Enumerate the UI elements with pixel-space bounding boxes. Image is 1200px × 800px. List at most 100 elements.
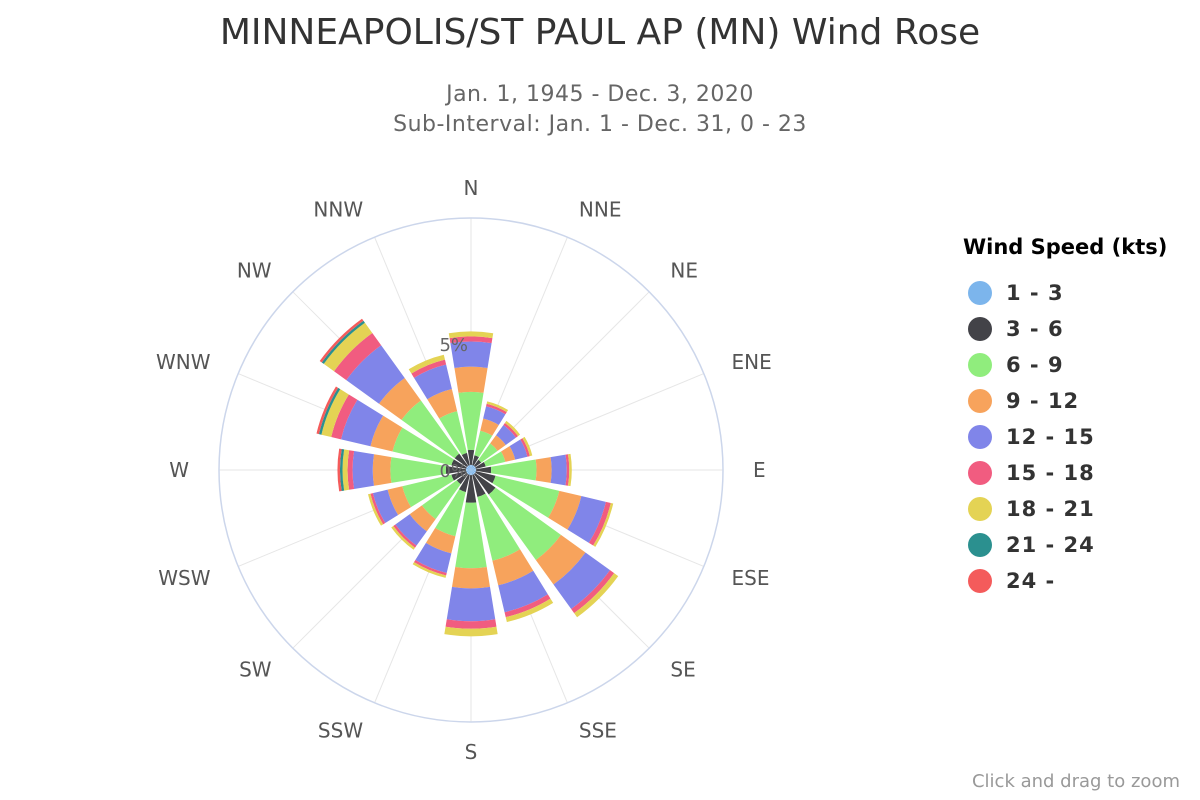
wind-bar-segment (593, 502, 614, 547)
legend-item[interactable]: 21 - 24 (963, 527, 1193, 563)
direction-label: ENE (732, 350, 772, 374)
chart-subtitle-date-range: Jan. 1, 1945 - Dec. 3, 2020 (446, 82, 754, 107)
wind-bar-segment (425, 527, 456, 554)
direction-label: E (753, 458, 766, 482)
series-group (316, 318, 364, 492)
series-group (321, 322, 619, 637)
direction-label: NNE (579, 198, 622, 222)
wind-bar-segment (522, 436, 533, 457)
wind-bar-segment (445, 465, 467, 475)
legend-color-dot (968, 425, 992, 449)
wind-bar-segment (370, 415, 403, 452)
wind-bar-segment (492, 475, 560, 518)
wind-bar-segment (478, 443, 498, 463)
wind-bar-segment (331, 394, 358, 440)
wind-bar-segment (415, 542, 452, 574)
direction-label: W (169, 458, 189, 482)
wind-bar-segment (474, 430, 493, 458)
wind-bar-segment (466, 467, 471, 470)
legend-item-label: 9 - 12 (1006, 389, 1080, 413)
direction-label: WSW (158, 566, 210, 590)
legend-item[interactable]: 24 - (963, 563, 1193, 599)
wind-bar-segment (449, 336, 493, 344)
wind-bar-segment (414, 364, 452, 400)
wind-bar-segment (553, 552, 611, 610)
wind-bar-segment (470, 464, 472, 470)
legend-item-label: 1 - 3 (1006, 281, 1064, 305)
legend-color-dot (968, 497, 992, 521)
legend-item[interactable]: 9 - 12 (963, 383, 1193, 419)
wind-bar-segment (321, 389, 349, 438)
polar-outer-circle (218, 217, 724, 723)
legend-color-dot (968, 353, 992, 377)
wind-bar-segment (492, 549, 534, 586)
legend-color-dot (968, 461, 992, 485)
wind-bar-segment (346, 345, 405, 404)
wind-bar-segment (466, 465, 471, 470)
legend-item[interactable]: 1 - 3 (963, 275, 1193, 311)
direction-label: NW (237, 259, 272, 283)
wind-bar-segment (471, 470, 474, 475)
chart-title: MINNEAPOLIS/ST PAUL AP (MN) Wind Rose (219, 12, 981, 53)
legend-color-dot (968, 281, 992, 305)
radial-axis-tick-label: 5% (439, 335, 468, 356)
wind-bar-segment (370, 493, 386, 525)
direction-label: ESE (732, 566, 770, 590)
wind-bar-segment (535, 457, 552, 483)
wind-bar-segment (548, 490, 582, 530)
wind-bar-segment (471, 465, 476, 470)
wind-bar-segment (471, 465, 474, 470)
wind-bar-segment (391, 525, 416, 550)
wind-bar-segment (387, 486, 411, 516)
wind-bar-segment (473, 472, 496, 495)
radial-axis-tick-label: 0% (439, 461, 468, 482)
wind-bar-segment (475, 466, 492, 474)
wind-bar-segment (588, 501, 611, 546)
wind-bar-segment (408, 354, 445, 374)
wind-bar-segment (435, 489, 466, 537)
wind-bar-segment (496, 425, 516, 445)
wind-bar-segment (488, 487, 561, 560)
direction-label: WNW (156, 350, 211, 374)
wind-bar-segment (472, 474, 486, 497)
wind-bar-segment (468, 470, 471, 475)
legend-item[interactable]: 15 - 18 (963, 455, 1193, 491)
direction-label: SE (670, 657, 695, 681)
direction-label: NE (670, 259, 698, 283)
wind-bar-segment (319, 318, 364, 363)
wind-bar-segment (565, 454, 570, 486)
legend-color-dot (968, 569, 992, 593)
wind-bar-segment (390, 457, 447, 483)
wind-bar-segment (318, 387, 341, 435)
wind-bar-segment (483, 406, 506, 425)
legend-item[interactable]: 12 - 15 (963, 419, 1193, 455)
wind-bar-segment (504, 420, 521, 437)
zoom-hint: Click and drag to zoom (971, 771, 1180, 792)
legend-item-label: 12 - 15 (1006, 425, 1095, 449)
legend-item-label: 18 - 21 (1006, 497, 1095, 521)
wind-bar-segment (379, 378, 421, 420)
wind-bar-segment (372, 454, 392, 486)
wind-bar-segment (468, 465, 471, 470)
legend-color-dot (968, 389, 992, 413)
legend-item[interactable]: 3 - 6 (963, 311, 1193, 347)
wind-bar-segment (334, 333, 382, 381)
legend-item[interactable]: 18 - 21 (963, 491, 1193, 527)
wind-bar-segment (498, 570, 548, 613)
legend-item[interactable]: 6 - 9 (963, 347, 1193, 383)
wind-bar-segment (412, 562, 447, 578)
wind-bar-segment (451, 459, 467, 469)
direction-label: SSE (579, 719, 617, 743)
legend-color-dot (968, 317, 992, 341)
wind-bar-segment (486, 403, 507, 415)
wind-bar-segment (444, 626, 498, 637)
wind-bar-segment (402, 474, 454, 508)
wind-bar-segment (455, 502, 487, 569)
wind-bar-segment (427, 389, 458, 419)
wind-bar-segment (367, 493, 384, 526)
wind-bar-segment (339, 448, 345, 492)
wind-bar-segment (452, 567, 490, 589)
legend-item-label: 6 - 9 (1006, 353, 1064, 377)
direction-label: SW (239, 657, 272, 681)
